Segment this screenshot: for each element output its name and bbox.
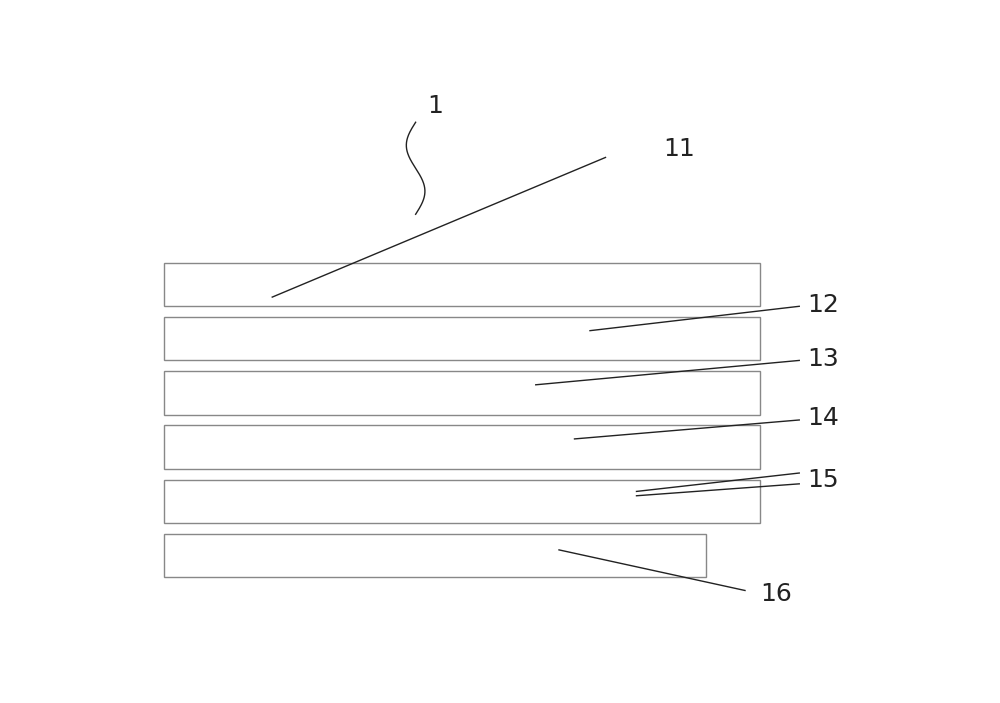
Text: 15: 15 — [807, 467, 839, 491]
Bar — [164, 371, 760, 415]
Bar — [164, 317, 760, 361]
Text: 13: 13 — [807, 347, 839, 371]
Bar — [164, 425, 760, 469]
Bar — [164, 534, 706, 577]
Text: 11: 11 — [664, 137, 695, 161]
Bar — [164, 263, 760, 307]
Bar — [164, 479, 760, 523]
Text: 12: 12 — [807, 292, 839, 316]
Text: 16: 16 — [761, 582, 792, 606]
Text: 1: 1 — [427, 94, 443, 118]
Text: 14: 14 — [807, 406, 839, 430]
